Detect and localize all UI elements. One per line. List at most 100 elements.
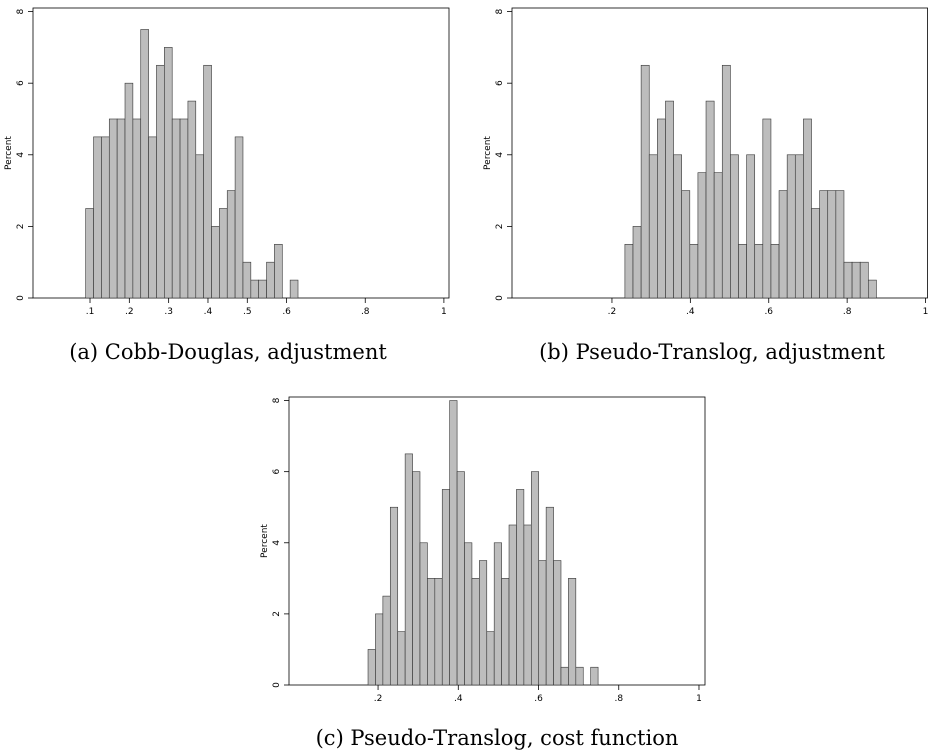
bar bbox=[195, 154, 204, 299]
bar bbox=[367, 649, 376, 686]
bar bbox=[648, 154, 658, 299]
x-tick-label: .1 bbox=[86, 307, 95, 317]
x-tick-label: .4 bbox=[454, 694, 463, 704]
bar bbox=[754, 243, 764, 299]
bar bbox=[545, 506, 554, 686]
x-tick-label: 1 bbox=[441, 307, 447, 317]
bar bbox=[479, 560, 488, 686]
bar bbox=[568, 578, 577, 686]
caption: (c) Pseudo-Translog, cost function bbox=[316, 726, 679, 750]
bar bbox=[258, 279, 267, 299]
y-tick-label: 0 bbox=[16, 295, 26, 301]
bar bbox=[171, 118, 181, 299]
bar bbox=[835, 190, 845, 299]
bar bbox=[242, 261, 252, 299]
bar bbox=[449, 400, 458, 686]
y-axis-label: Percent bbox=[260, 524, 270, 558]
bar bbox=[859, 261, 869, 299]
bar bbox=[203, 64, 212, 299]
x-tick-label: 1 bbox=[923, 307, 928, 317]
bar bbox=[266, 261, 275, 299]
bar bbox=[164, 47, 173, 299]
y-axis-label: Percent bbox=[483, 136, 493, 170]
bar bbox=[404, 453, 413, 686]
y-tick-label: 8 bbox=[272, 397, 282, 403]
x-tick-label: .5 bbox=[243, 307, 252, 317]
bar bbox=[148, 136, 157, 299]
bar bbox=[219, 208, 228, 299]
bar bbox=[560, 666, 569, 686]
bar bbox=[811, 208, 820, 299]
bar bbox=[382, 595, 391, 686]
y-tick-label: 0 bbox=[495, 295, 505, 301]
bar bbox=[124, 82, 134, 299]
x-tick-label: .4 bbox=[204, 307, 213, 317]
bar bbox=[93, 136, 102, 299]
caption: (b) Pseudo-Translog, adjustment bbox=[539, 340, 885, 364]
y-tick-label: 8 bbox=[495, 8, 505, 14]
bar bbox=[713, 172, 723, 299]
bar bbox=[730, 154, 739, 299]
x-tick-label: .6 bbox=[534, 694, 543, 704]
bar bbox=[179, 118, 189, 299]
y-tick-label: 4 bbox=[495, 152, 505, 158]
bar bbox=[794, 154, 804, 299]
bar bbox=[665, 100, 674, 299]
bar bbox=[843, 261, 853, 299]
x-tick-label: .2 bbox=[374, 694, 383, 704]
bar bbox=[108, 118, 118, 299]
bar bbox=[456, 471, 465, 686]
x-tick-label: .8 bbox=[361, 307, 370, 317]
y-tick-label: 2 bbox=[16, 224, 26, 230]
bar bbox=[140, 29, 149, 299]
x-tick-label: .3 bbox=[164, 307, 173, 317]
bar bbox=[493, 542, 502, 686]
bar bbox=[419, 542, 428, 686]
bar bbox=[803, 118, 812, 299]
y-tick-label: 4 bbox=[16, 152, 26, 158]
y-tick-label: 6 bbox=[16, 80, 26, 86]
bar bbox=[762, 118, 772, 299]
bar bbox=[553, 560, 562, 686]
bar bbox=[375, 613, 384, 686]
bar bbox=[827, 190, 837, 299]
bar bbox=[501, 578, 510, 686]
bar bbox=[389, 506, 399, 686]
x-tick-label: .2 bbox=[125, 307, 134, 317]
bar bbox=[234, 136, 244, 299]
bar bbox=[116, 118, 126, 299]
bar bbox=[819, 190, 829, 299]
x-tick-label: .6 bbox=[764, 307, 773, 317]
bar bbox=[464, 542, 473, 686]
y-tick-label: 6 bbox=[495, 80, 505, 86]
bar bbox=[211, 226, 220, 299]
caption: (a) Cobb-Douglas, adjustment bbox=[69, 340, 387, 364]
x-tick-label: .8 bbox=[614, 694, 623, 704]
bar bbox=[738, 243, 747, 299]
bar bbox=[486, 631, 495, 686]
y-axis-label: Percent bbox=[4, 136, 14, 170]
bar bbox=[673, 154, 682, 299]
y-tick-label: 2 bbox=[272, 611, 282, 617]
bar bbox=[770, 243, 780, 299]
bar bbox=[274, 243, 283, 299]
bar bbox=[640, 64, 650, 299]
bar bbox=[657, 118, 666, 299]
bar bbox=[226, 190, 236, 299]
bar bbox=[434, 578, 443, 686]
bar bbox=[101, 136, 110, 299]
bar bbox=[530, 471, 540, 686]
bar bbox=[590, 666, 599, 686]
x-tick-label: 1 bbox=[696, 694, 702, 704]
bar bbox=[778, 190, 788, 299]
bar bbox=[508, 524, 517, 686]
x-tick-label: .4 bbox=[686, 307, 695, 317]
x-tick-label: .6 bbox=[282, 307, 291, 317]
bar bbox=[427, 578, 436, 686]
bar bbox=[538, 560, 547, 686]
bar bbox=[289, 279, 299, 299]
bar bbox=[132, 118, 142, 299]
bar bbox=[632, 226, 642, 299]
bar bbox=[471, 578, 480, 686]
